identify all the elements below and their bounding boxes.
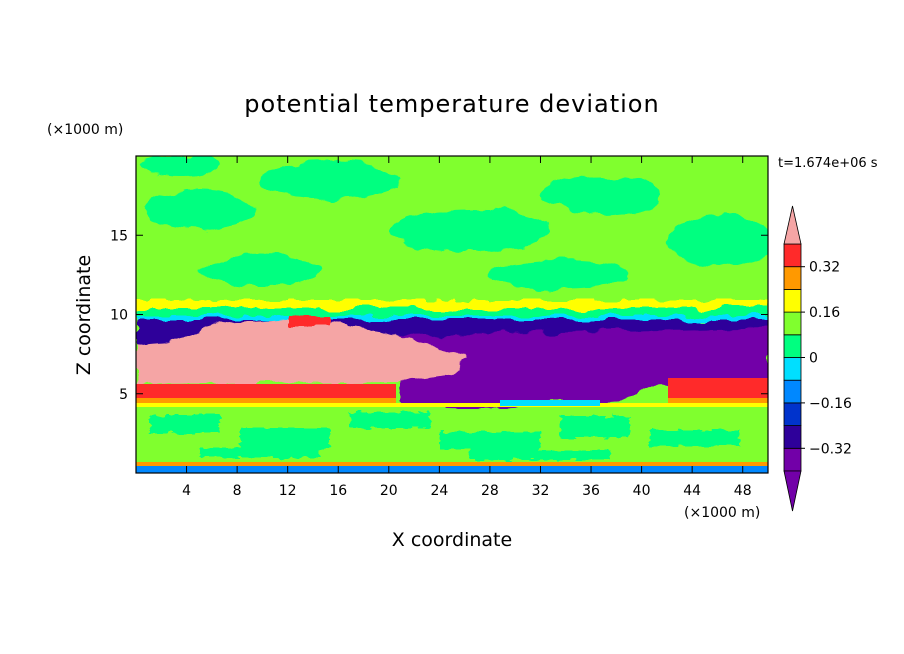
y-unit-label: (×1000 m) <box>47 122 123 138</box>
time-label: t=1.674e+06 s <box>778 156 878 171</box>
colorbar-tick-label: −0.16 <box>809 396 852 412</box>
x-tick-label: 20 <box>380 483 398 499</box>
colorbar-swatch <box>783 425 802 449</box>
warm-band <box>136 378 768 407</box>
x-tick-label: 16 <box>329 483 347 499</box>
y-tick-label: 10 <box>110 308 128 324</box>
colorbar-tick-label: 0.16 <box>809 305 840 321</box>
y-axis-ticks: 5 10 15 <box>110 228 768 403</box>
y-axis-title: Z coordinate <box>73 255 95 375</box>
colorbar-over-triangle <box>783 205 802 245</box>
x-tick-label: 4 <box>182 483 191 499</box>
lower-layer-noise <box>150 412 740 460</box>
x-tick-label: 12 <box>279 483 297 499</box>
x-tick-label: 32 <box>532 483 550 499</box>
colorbar-swatch <box>783 447 802 472</box>
y-tick-label: 15 <box>110 228 128 244</box>
x-tick-label: 24 <box>430 483 448 499</box>
colorbar-swatch <box>783 288 802 313</box>
y-tick-label: 5 <box>119 387 128 403</box>
plot-field <box>136 156 768 473</box>
x-axis-title: X coordinate <box>392 529 512 551</box>
colorbar-swatch <box>783 266 802 290</box>
x-tick-label: 44 <box>683 483 701 499</box>
surface-strip <box>136 462 768 473</box>
chart-title: potential temperature deviation <box>244 90 659 118</box>
x-tick-label: 48 <box>734 483 752 499</box>
warm-anomaly <box>136 316 465 384</box>
colorbar-swatch <box>783 311 802 336</box>
upper-layer-strips <box>136 300 768 322</box>
colorbar-tick-label: −0.32 <box>809 441 852 457</box>
x-tick-label: 8 <box>233 483 242 499</box>
x-tick-label: 28 <box>481 483 499 499</box>
x-tick-label: 36 <box>582 483 600 499</box>
colorbar: 0.32 0.16 0 −0.16 −0.32 <box>783 205 852 512</box>
colorbar-swatch <box>783 402 802 426</box>
x-axis-ticks: 4 8 12 16 20 24 28 32 36 40 44 48 <box>182 156 752 499</box>
colorbar-under-triangle <box>783 470 802 512</box>
x-unit-label: (×1000 m) <box>684 505 760 521</box>
colorbar-swatch <box>783 379 802 404</box>
colorbar-swatch <box>783 243 802 268</box>
colorbar-tick-label: 0 <box>809 351 818 367</box>
x-tick-label: 40 <box>633 483 651 499</box>
colorbar-swatch <box>783 334 802 358</box>
upper-layer-blobs <box>140 156 768 289</box>
colorbar-tick-label: 0.32 <box>809 260 840 276</box>
colorbar-swatch <box>783 357 802 381</box>
